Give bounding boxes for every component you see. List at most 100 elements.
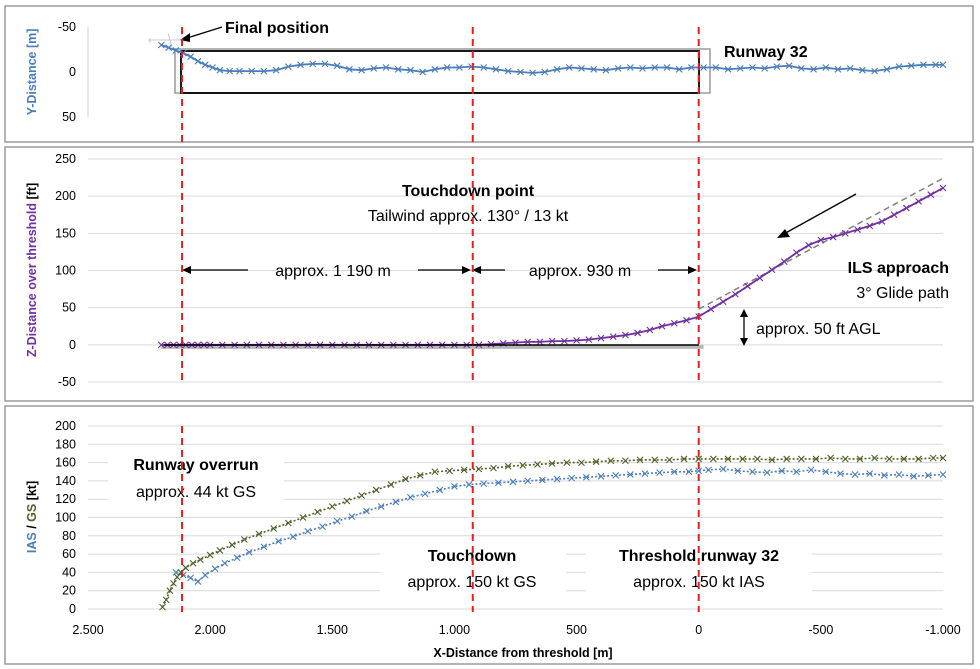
data-marker-1-0-45 bbox=[663, 64, 671, 71]
data-marker-3-0-31 bbox=[582, 473, 590, 481]
data-marker-3-1-38 bbox=[622, 457, 629, 465]
data-marker-3-1-43 bbox=[695, 455, 703, 463]
data-marker-2-0-45 bbox=[658, 322, 666, 330]
data-marker-1-0-54 bbox=[773, 63, 781, 70]
data-marker-1-0-16 bbox=[309, 60, 317, 68]
data-marker-3-1-13 bbox=[255, 530, 263, 538]
data-marker-3-0-54 bbox=[910, 472, 918, 480]
data-marker-1-0-5 bbox=[194, 57, 202, 65]
data-marker-1-0-60 bbox=[846, 65, 854, 72]
data-marker-2-0-40 bbox=[597, 334, 605, 342]
data-marker-1-0-64 bbox=[895, 63, 903, 70]
panel-speed: 0 20 40 60 80 100 120 140 160 180 200 2.500 2.000 1.… bbox=[4, 405, 974, 665]
data-marker-3-0-55 bbox=[924, 472, 932, 479]
data-marker-3-0-45 bbox=[778, 467, 786, 475]
final-position-arrow bbox=[183, 26, 223, 40]
data-marker-1-0-37 bbox=[565, 64, 573, 71]
dist2-left-arrowhead bbox=[472, 266, 481, 274]
data-marker-3-0-37 bbox=[670, 468, 678, 476]
data-marker-3-1-58 bbox=[915, 455, 922, 463]
y-tick-3-5: 100 bbox=[55, 511, 76, 525]
data-marker-3-1-44 bbox=[709, 455, 717, 463]
speed-axis-unit: [kt] bbox=[25, 481, 39, 504]
data-marker-1-0-40 bbox=[602, 66, 610, 74]
data-marker-3-1-4 bbox=[173, 573, 181, 581]
data-marker-2-0-57 bbox=[805, 241, 813, 249]
agl-label: approx. 50 ft AGL bbox=[756, 321, 881, 338]
data-marker-2-0-42 bbox=[622, 331, 629, 339]
data-marker-1-0-26 bbox=[431, 65, 439, 73]
y-tick-2-6: 250 bbox=[55, 152, 76, 166]
data-marker-3-0-6 bbox=[221, 559, 229, 567]
panel-3-frame bbox=[4, 405, 974, 665]
y-tick-2-4: 150 bbox=[55, 226, 76, 240]
data-marker-3-0-53 bbox=[895, 471, 903, 478]
data-marker-3-1-25 bbox=[431, 468, 439, 476]
data-marker-1-0-50 bbox=[724, 65, 732, 73]
data-marker-3-0-51 bbox=[866, 470, 874, 477]
data-marker-3-0-7 bbox=[233, 554, 241, 562]
x-tick-7: -1.000 bbox=[925, 623, 960, 637]
data-marker-1-0-33 bbox=[516, 68, 524, 76]
data-marker-1-0-47 bbox=[687, 64, 695, 71]
data-marker-3-0-20 bbox=[421, 490, 429, 498]
y-tick-3-1: 20 bbox=[62, 584, 76, 598]
y-tick-2-0: -50 bbox=[58, 375, 76, 389]
panel-1-frame bbox=[4, 5, 974, 143]
x-tick-2: 1.500 bbox=[317, 623, 348, 637]
y-tick-1-2: 50 bbox=[62, 110, 76, 124]
panel-z-distance: -50 0 50 100 150 200 250 Z-Distance over thres… bbox=[4, 146, 974, 402]
tailwind-label: Tailwind approx. 130° / 13 kt bbox=[368, 208, 569, 225]
data-marker-1-0-42 bbox=[626, 64, 634, 71]
data-marker-3-1-30 bbox=[504, 462, 512, 470]
data-marker-3-0-41 bbox=[719, 465, 727, 473]
data-marker-1-0-23 bbox=[394, 65, 402, 73]
data-marker-3-1-23 bbox=[402, 475, 409, 483]
data-marker-2-0-39 bbox=[585, 336, 593, 344]
data-marker-2-0-63 bbox=[878, 218, 886, 225]
data-marker-1-0-31 bbox=[492, 65, 500, 73]
data-marker-3-0-27 bbox=[524, 477, 532, 485]
data-marker-1-0-6 bbox=[201, 61, 209, 69]
data-marker-2-0-31 bbox=[487, 340, 495, 348]
agl-arrowhead-bottom bbox=[740, 338, 748, 346]
data-marker-3-1-36 bbox=[592, 458, 600, 466]
data-marker-1-0-57 bbox=[810, 65, 817, 73]
data-marker-1-0-34 bbox=[529, 69, 536, 77]
data-marker-2-0-44 bbox=[646, 326, 654, 334]
data-marker-3-1-42 bbox=[680, 455, 688, 463]
data-marker-1-0-67 bbox=[932, 61, 940, 69]
data-marker-1-0-25 bbox=[419, 68, 427, 76]
x-tick-0: 2.500 bbox=[72, 623, 103, 637]
data-marker-2-0-56 bbox=[793, 249, 800, 257]
data-marker-3-0-24 bbox=[480, 480, 488, 488]
data-marker-1-0-28 bbox=[455, 64, 463, 71]
data-marker-3-0-17 bbox=[377, 503, 385, 510]
data-marker-3-0-23 bbox=[465, 481, 473, 488]
data-marker-3-0-19 bbox=[407, 493, 414, 501]
data-marker-2-0-49 bbox=[707, 305, 715, 313]
approach-direction-arrowhead bbox=[777, 229, 790, 238]
y-tick-3-6: 120 bbox=[55, 492, 76, 506]
data-marker-3-1-8 bbox=[196, 556, 204, 563]
data-marker-2-0-50 bbox=[719, 298, 727, 306]
data-marker-3-1-48 bbox=[768, 456, 776, 464]
data-marker-2-0-59 bbox=[829, 233, 837, 241]
runway-rectangle bbox=[180, 50, 700, 94]
data-marker-3-1-49 bbox=[783, 455, 791, 463]
data-marker-3-1-31 bbox=[519, 461, 527, 469]
y-tick-1-0: -50 bbox=[58, 20, 76, 34]
data-marker-1-0-44 bbox=[651, 64, 659, 71]
data-marker-1-0-53 bbox=[761, 65, 769, 72]
final-position-label: Final position bbox=[225, 20, 329, 37]
ils-approach-title: ILS approach bbox=[848, 260, 949, 277]
data-marker-3-1-35 bbox=[578, 459, 585, 466]
data-marker-1-0-59 bbox=[834, 65, 842, 73]
data-marker-3-0-52 bbox=[880, 472, 888, 479]
data-marker-3-1-57 bbox=[900, 455, 908, 463]
data-marker-1-0-49 bbox=[712, 64, 720, 71]
data-marker-1-0-52 bbox=[749, 64, 756, 71]
data-marker-3-0-2 bbox=[187, 574, 194, 582]
data-marker-3-0-28 bbox=[538, 476, 546, 484]
data-marker-3-1-39 bbox=[636, 456, 644, 464]
